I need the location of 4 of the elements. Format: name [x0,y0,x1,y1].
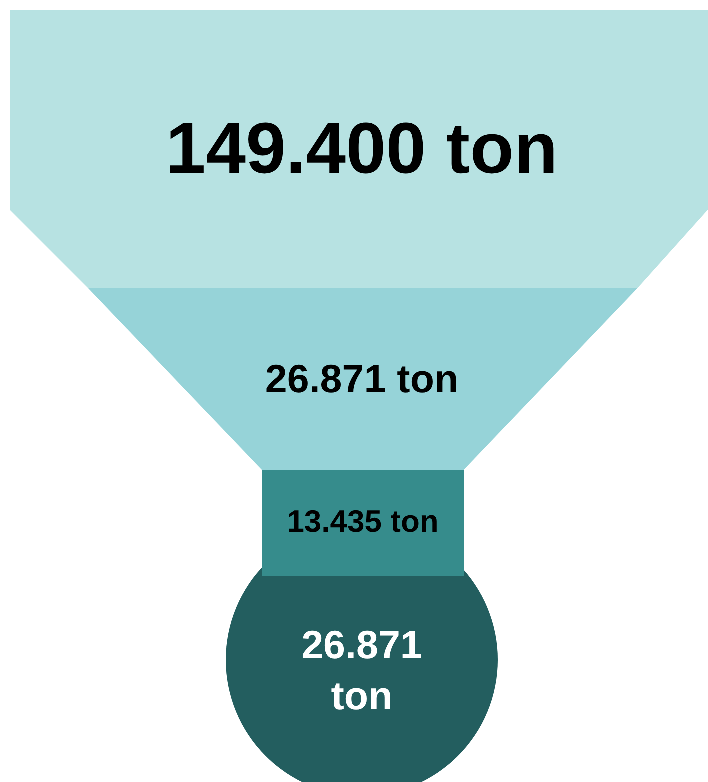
data-label: 26.871 ton [300,622,424,721]
data-label: 26.871 ton [265,356,459,404]
data-label: 13.435 ton [287,502,439,541]
data-label: 149.400 ton [166,108,558,192]
